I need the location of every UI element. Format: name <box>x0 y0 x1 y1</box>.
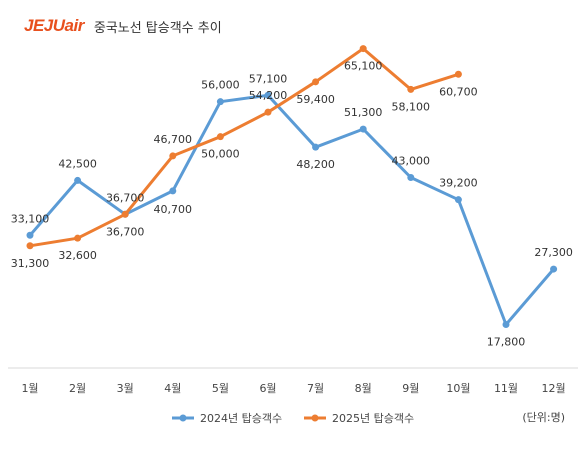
data-label: 57,100 <box>249 72 288 85</box>
data-point <box>502 321 510 328</box>
data-label: 51,300 <box>344 106 383 119</box>
x-tick-label: 5월 <box>212 382 229 395</box>
data-point <box>550 265 558 273</box>
data-label: 65,100 <box>344 60 383 73</box>
chart-title: 중국노선 탑승객수 추이 <box>93 20 222 36</box>
unit-note: (단위:명) <box>522 411 565 424</box>
legend-label: 2024년 탑승객수 <box>200 412 282 425</box>
data-point <box>216 98 224 106</box>
data-point <box>26 242 34 250</box>
x-tick-label: 1월 <box>21 382 38 395</box>
x-tick-label: 3월 <box>117 382 134 395</box>
data-label: 32,600 <box>58 249 97 262</box>
data-point <box>74 176 82 184</box>
x-tick-label: 8월 <box>355 382 372 395</box>
legend-swatch-marker <box>179 414 187 422</box>
x-tick-label: 6월 <box>259 382 276 395</box>
data-point <box>359 125 367 133</box>
data-label: 50,000 <box>201 148 240 161</box>
data-point <box>407 85 415 93</box>
data-label: 58,100 <box>392 100 431 113</box>
data-point <box>264 108 272 116</box>
data-point <box>454 196 462 204</box>
data-label: 43,000 <box>392 155 431 168</box>
legend-label: 2025년 탑승객수 <box>332 412 414 425</box>
x-tick-label: 2월 <box>69 382 86 395</box>
data-point <box>454 70 462 78</box>
data-label: 36,700 <box>106 191 145 204</box>
data-point <box>169 152 177 160</box>
data-label: 17,800 <box>487 336 526 349</box>
data-point <box>26 231 34 239</box>
data-label: 56,000 <box>201 79 240 92</box>
series-line-2025 <box>28 47 460 248</box>
x-tick-label: 12월 <box>542 382 566 395</box>
legend-swatch-marker <box>311 414 319 422</box>
data-label: 42,500 <box>58 157 97 170</box>
data-point <box>216 133 224 141</box>
data-point <box>312 78 320 86</box>
data-label: 60,700 <box>439 85 478 98</box>
x-tick-label: 11월 <box>494 382 518 395</box>
data-point <box>264 91 272 99</box>
x-tick-label: 9월 <box>402 382 419 395</box>
data-label: 31,300 <box>11 257 50 270</box>
data-point <box>359 45 367 53</box>
data-point <box>74 234 82 242</box>
x-tick-label: 4월 <box>164 382 181 395</box>
data-point <box>312 143 320 151</box>
x-tick-label: 7월 <box>307 382 324 395</box>
x-tick-label: 10월 <box>446 382 470 395</box>
data-label: 36,700 <box>106 225 145 238</box>
data-label: 33,100 <box>11 212 50 225</box>
jejuair-logo: JEJUair <box>24 16 84 35</box>
data-point <box>169 187 177 195</box>
chart-header: JEJUair 중국노선 탑승객수 추이 <box>24 14 222 38</box>
data-label: 40,700 <box>154 203 193 216</box>
data-label: 39,200 <box>439 177 478 190</box>
data-label: 54,200 <box>249 89 288 102</box>
data-point <box>407 174 415 181</box>
data-label: 48,200 <box>296 158 335 171</box>
data-label: 27,300 <box>534 246 573 259</box>
series-line-2024 <box>28 93 556 326</box>
data-point <box>121 210 129 218</box>
data-label: 46,700 <box>154 133 193 146</box>
data-label: 59,400 <box>296 93 335 106</box>
